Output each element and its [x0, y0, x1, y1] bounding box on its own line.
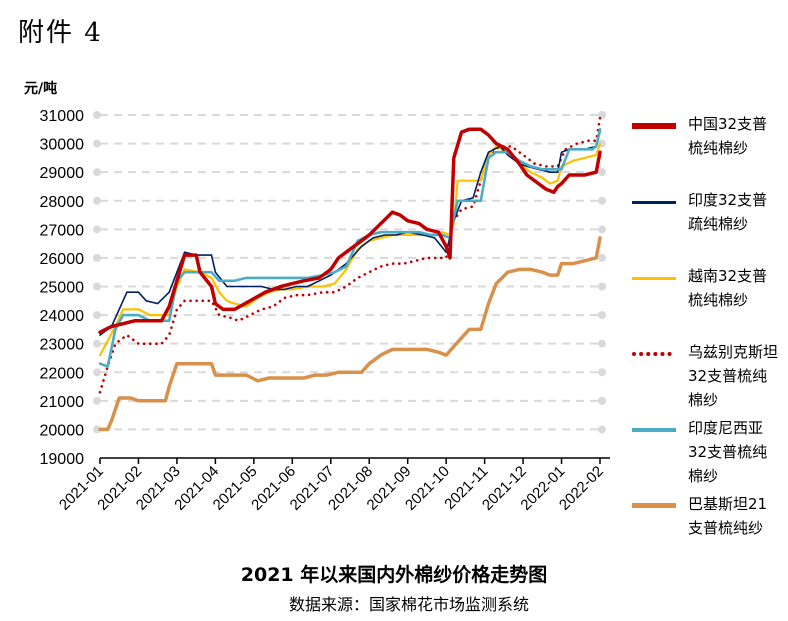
gridline-dot	[93, 253, 101, 262]
y-tick-label: 31000	[40, 108, 85, 125]
y-tick-label: 26000	[40, 251, 85, 268]
y-tick-label: 20000	[40, 422, 85, 439]
y-tick-label: 24000	[40, 308, 85, 325]
legend-label-uzbekistan: 乌兹别克斯坦32支普梳纯棉纱	[688, 343, 779, 409]
legend-swatch-vietnam	[632, 277, 676, 280]
attachment-label: 附件 4	[18, 18, 103, 48]
x-axis: 2021-012021-022021-032021-042021-052021-…	[56, 457, 610, 514]
series-line-0	[98, 127, 602, 334]
legend-item-indonesia: 印度尼西亚32支普梳纯棉纱	[632, 416, 782, 492]
gridline-dot	[93, 339, 101, 348]
y-tick-label: 30000	[40, 137, 85, 154]
y-axis-ticks: 19000 20000 21000 22000 23000 24000 25000 26000…	[40, 108, 85, 468]
legend-swatch-uzbekistan	[632, 352, 676, 356]
y-tick-label: 25000	[40, 280, 85, 297]
legend-label-china: 中国32支普梳纯棉纱	[688, 115, 768, 157]
gridline-dot	[93, 111, 101, 119]
legend-item-vietnam: 越南32支普梳纯棉纱	[632, 264, 782, 340]
y-tick-label: 22000	[40, 365, 85, 382]
gridline-dot	[93, 168, 101, 177]
series-line-5	[98, 236, 602, 432]
y-axis-unit-label: 元/吨	[24, 81, 58, 97]
gridline-dot	[598, 282, 606, 291]
gridline-dot	[598, 196, 606, 205]
legend: 中国32支普梳纯棉纱 印度32支普疏纯棉纱 越南32支普梳纯棉纱 乌兹别克斯坦3…	[632, 112, 782, 568]
series-line-1	[99, 131, 601, 336]
y-tick-label: 28000	[40, 194, 85, 211]
legend-item-uzbekistan: 乌兹别克斯坦32支普梳纯棉纱	[632, 340, 782, 416]
y-tick-label: 19000	[40, 451, 85, 468]
gridline-dot	[93, 225, 101, 234]
legend-label-indonesia: 印度尼西亚32支普梳纯棉纱	[688, 419, 768, 485]
legend-item-china: 中国32支普梳纯棉纱	[632, 112, 782, 188]
legend-swatch-indonesia	[632, 428, 676, 432]
gridline-dot	[93, 368, 101, 377]
legend-swatch-china	[632, 123, 676, 129]
gridline-dot	[93, 425, 101, 434]
y-tick-label: 27000	[40, 222, 85, 239]
gridline-dot	[598, 253, 606, 262]
gridline-dot	[598, 311, 606, 320]
legend-swatch-pakistan	[632, 503, 676, 508]
gridline-dot	[598, 368, 606, 377]
gridline-dot	[93, 196, 101, 205]
y-tick-label: 21000	[40, 394, 85, 411]
gridlines	[93, 111, 606, 434]
legend-item-india: 印度32支普疏纯棉纱	[632, 188, 782, 264]
gridline-dot	[598, 225, 606, 234]
chart-title: 2021 年以来国内外棉纱价格走势图	[240, 564, 548, 586]
gridline-dot	[598, 339, 606, 348]
legend-swatch-india	[632, 201, 676, 204]
legend-label-india: 印度32支普疏纯棉纱	[688, 191, 768, 233]
gridline-dot	[93, 396, 101, 405]
chart-source: 数据来源：国家棉花市场监测系统	[288, 595, 529, 614]
gridline-dot	[93, 311, 101, 320]
y-tick-label: 29000	[40, 165, 85, 182]
gridline-dot	[598, 425, 606, 434]
gridline-dot	[598, 396, 606, 405]
y-tick-label: 23000	[40, 337, 85, 354]
gridline-dot	[93, 282, 101, 291]
series-line-3	[98, 116, 602, 394]
gridline-dot	[93, 139, 101, 148]
legend-item-pakistan: 巴基斯坦21支普梳纯纱	[632, 492, 782, 568]
legend-label-pakistan: 巴基斯坦21支普梳纯纱	[688, 495, 768, 537]
legend-label-vietnam: 越南32支普梳纯棉纱	[688, 267, 768, 309]
series-lines	[98, 116, 602, 432]
gridline-dot	[598, 168, 606, 177]
